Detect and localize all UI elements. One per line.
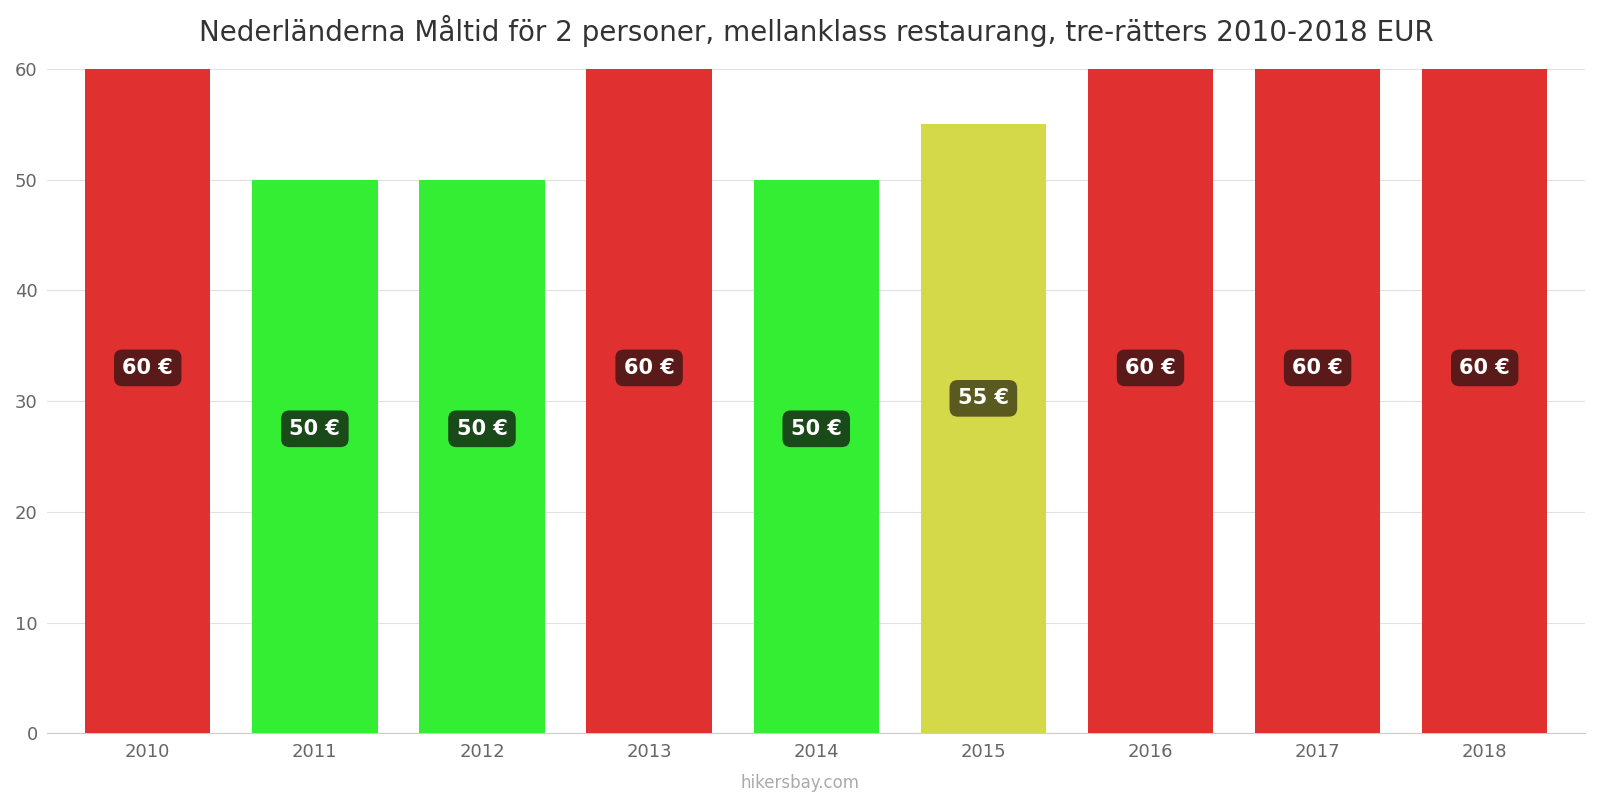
Bar bbox=[419, 180, 544, 734]
Text: 50 €: 50 € bbox=[456, 418, 507, 438]
Title: Nederländerna Måltid för 2 personer, mellanklass restaurang, tre-rätters 2010-20: Nederländerna Måltid för 2 personer, mel… bbox=[198, 15, 1434, 47]
Text: hikersbay.com: hikersbay.com bbox=[741, 774, 859, 792]
Bar bbox=[587, 69, 712, 734]
Text: 60 €: 60 € bbox=[1125, 358, 1176, 378]
Bar bbox=[1422, 69, 1547, 734]
Text: 50 €: 50 € bbox=[790, 418, 842, 438]
Bar bbox=[754, 180, 878, 734]
Text: 50 €: 50 € bbox=[290, 418, 341, 438]
Text: 60 €: 60 € bbox=[122, 358, 173, 378]
Bar bbox=[1254, 69, 1381, 734]
Text: 60 €: 60 € bbox=[1293, 358, 1342, 378]
Bar bbox=[253, 180, 378, 734]
Text: 60 €: 60 € bbox=[624, 358, 675, 378]
Text: 60 €: 60 € bbox=[1459, 358, 1510, 378]
Text: 55 €: 55 € bbox=[958, 388, 1010, 408]
Bar bbox=[1088, 69, 1213, 734]
Bar bbox=[85, 69, 211, 734]
Bar bbox=[920, 124, 1046, 734]
